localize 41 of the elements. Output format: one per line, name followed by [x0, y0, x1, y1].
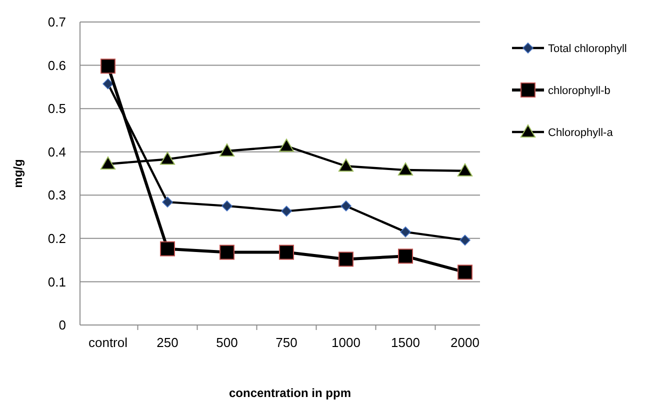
- point: [458, 163, 472, 176]
- point: [100, 58, 116, 74]
- y-tick-label: 0.1: [48, 274, 66, 290]
- x-tick-label: control: [88, 335, 128, 350]
- y-tick-label: 0.5: [48, 101, 66, 116]
- y-tick-label: 0.7: [48, 14, 66, 30]
- x-tick-label: 250: [156, 335, 178, 350]
- x-tick-label: 1000: [332, 335, 360, 350]
- y-tick-label: 0.4: [48, 144, 66, 160]
- point: [279, 244, 294, 260]
- point: [340, 200, 352, 212]
- point: [222, 200, 232, 212]
- point: [162, 196, 173, 208]
- legend-label: Chlorophyll-a: [548, 126, 614, 139]
- y-tick-label: 0.6: [48, 58, 66, 73]
- legend-label: Total chlorophyll: [548, 42, 627, 55]
- point: [160, 241, 175, 256]
- legend-label: chlorophyll-b: [548, 84, 610, 97]
- point: [279, 138, 294, 152]
- point: [398, 162, 413, 176]
- point: [458, 264, 472, 280]
- x-tick-label: 1500: [391, 335, 420, 350]
- y-tick-label: 0.2: [48, 230, 66, 246]
- x-axis-title: concentration in ppm: [228, 386, 352, 400]
- point: [220, 244, 234, 260]
- point: [398, 248, 413, 264]
- x-tick-label: 500: [216, 335, 238, 350]
- y-tick-label: 0: [58, 318, 66, 333]
- point: [400, 226, 411, 238]
- x-tick-label: 2000: [450, 335, 480, 350]
- point: [102, 78, 114, 90]
- point: [338, 158, 354, 172]
- point: [338, 252, 354, 267]
- x-tick-label: 750: [276, 335, 298, 350]
- y-axis-title: mg/g: [11, 159, 25, 188]
- point: [100, 156, 116, 170]
- y-tick-label: 0.3: [48, 188, 66, 203]
- point: [281, 206, 292, 217]
- point: [220, 143, 234, 156]
- point: [160, 152, 175, 165]
- point: [460, 234, 470, 246]
